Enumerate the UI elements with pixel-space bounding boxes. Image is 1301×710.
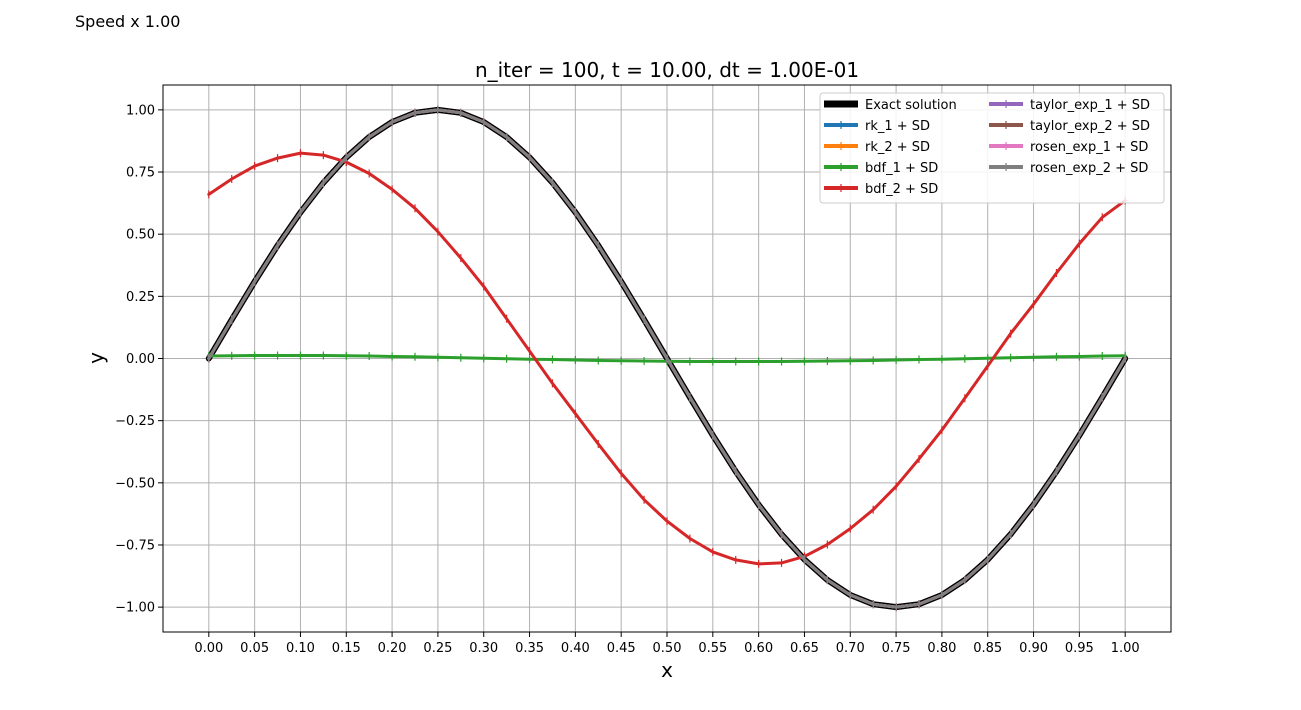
legend-label: rosen_exp_2 + SD bbox=[1030, 161, 1148, 176]
x-tick-label: 0.30 bbox=[469, 641, 498, 656]
x-tick-label: 0.70 bbox=[836, 641, 865, 656]
x-tick-label: 0.00 bbox=[194, 641, 223, 656]
legend-entry: rosen_exp_2 + SD bbox=[989, 161, 1148, 176]
y-tick-label: −0.25 bbox=[115, 414, 155, 429]
y-tick-label: −0.50 bbox=[115, 476, 155, 491]
y-tick-label: −0.75 bbox=[115, 538, 155, 553]
legend-label: taylor_exp_1 + SD bbox=[1030, 98, 1150, 113]
y-tick-label: −1.00 bbox=[115, 601, 155, 616]
speed-label: Speed x 1.00 bbox=[75, 12, 181, 31]
chart-title: n_iter = 100, t = 10.00, dt = 1.00E-01 bbox=[475, 58, 859, 82]
x-tick-label: 0.05 bbox=[240, 641, 269, 656]
x-tick-label: 0.10 bbox=[286, 641, 315, 656]
legend-label: taylor_exp_2 + SD bbox=[1030, 119, 1150, 134]
x-tick-label: 0.25 bbox=[423, 641, 452, 656]
x-tick-label: 1.00 bbox=[1111, 641, 1140, 656]
legend: Exact solution rk_1 + SD rk_2 + SD bdf_1 + … bbox=[819, 92, 1165, 204]
x-tick-label: 0.95 bbox=[1065, 641, 1094, 656]
legend-label: rosen_exp_1 + SD bbox=[1030, 140, 1148, 155]
legend-entry: bdf_2 + SD bbox=[824, 182, 938, 197]
legend-label: rk_2 + SD bbox=[865, 140, 930, 155]
x-tick-label: 0.15 bbox=[332, 641, 361, 656]
x-tick-label: 0.65 bbox=[790, 641, 819, 656]
y-tick-label: 0.50 bbox=[126, 228, 155, 243]
x-tick-label: 0.80 bbox=[927, 641, 956, 656]
legend-entry: rk_2 + SD bbox=[824, 140, 930, 155]
series-layer bbox=[205, 105, 1129, 612]
x-axis-ticks: 0.00 0.05 0.10 0.15 0.20 0.25 0.30 0.35 0.40 0.45… bbox=[194, 632, 1140, 656]
legend-entry: rosen_exp_1 + SD bbox=[989, 140, 1148, 155]
legend-entry: bdf_1 + SD bbox=[824, 161, 938, 176]
legend-entry: rk_1 + SD bbox=[824, 119, 930, 134]
series-bdf-2-sd bbox=[207, 149, 1127, 568]
y-tick-label: 1.00 bbox=[126, 103, 155, 118]
x-tick-label: 0.55 bbox=[698, 641, 727, 656]
legend-label: bdf_1 + SD bbox=[865, 161, 938, 176]
y-tick-label: 0.00 bbox=[126, 352, 155, 367]
legend-entry: taylor_exp_2 + SD bbox=[989, 119, 1150, 134]
legend-entry: Exact solution bbox=[824, 98, 957, 113]
legend-label: bdf_2 + SD bbox=[865, 182, 938, 197]
y-axis-ticks: −1.00 −0.75 −0.50 −0.25 0.00 0.25 0.50 0.75 1.00 bbox=[115, 103, 163, 616]
x-tick-label: 0.60 bbox=[744, 641, 773, 656]
series-rosen-exp-2-sd bbox=[207, 105, 1127, 612]
x-tick-label: 0.40 bbox=[561, 641, 590, 656]
x-tick-label: 0.90 bbox=[1019, 641, 1048, 656]
x-tick-label: 0.20 bbox=[378, 641, 407, 656]
x-tick-label: 0.75 bbox=[882, 641, 911, 656]
legend-label: Exact solution bbox=[865, 98, 957, 113]
x-tick-label: 0.35 bbox=[515, 641, 544, 656]
y-tick-label: 0.25 bbox=[126, 290, 155, 305]
x-tick-label: 0.45 bbox=[607, 641, 636, 656]
x-tick-label: 0.85 bbox=[973, 641, 1002, 656]
legend-entry: taylor_exp_1 + SD bbox=[989, 98, 1150, 113]
y-axis-label: y bbox=[84, 352, 108, 364]
x-tick-label: 0.50 bbox=[653, 641, 682, 656]
x-axis-label: x bbox=[661, 658, 673, 682]
legend-label: rk_1 + SD bbox=[865, 119, 930, 134]
y-tick-label: 0.75 bbox=[126, 166, 155, 181]
